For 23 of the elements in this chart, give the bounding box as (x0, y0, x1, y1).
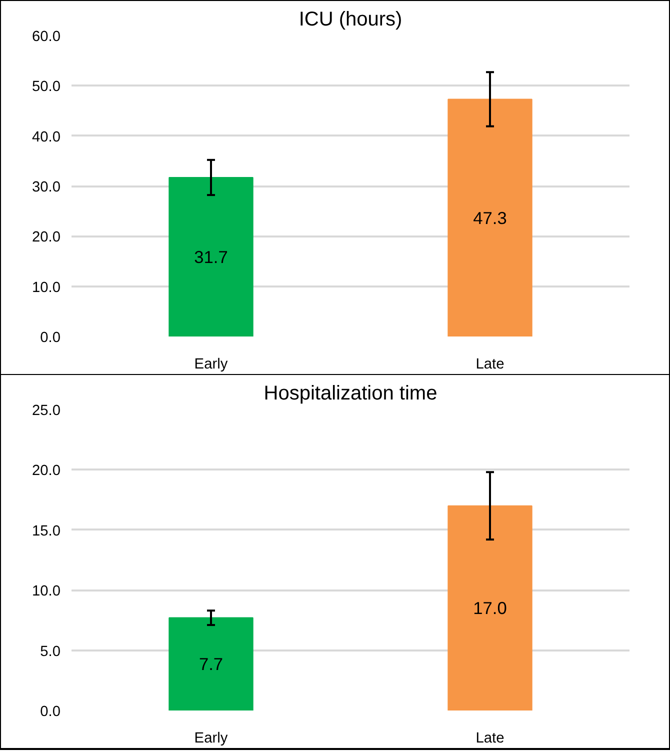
y-tick-label: 50.0 (32, 79, 61, 96)
y-tick-label: 0.0 (40, 330, 60, 346)
y-tick-label: 40.0 (32, 129, 61, 146)
y-tick-label: 5.0 (40, 644, 60, 660)
x-tick-label: Early (194, 730, 228, 746)
y-tick-label: 30.0 (32, 180, 61, 196)
y-tick-label: 20.0 (32, 463, 61, 480)
y-tick-label: 15.0 (32, 523, 61, 540)
y-tick-label: 10.0 (32, 584, 61, 600)
y-tick-label: 0.0 (40, 704, 60, 720)
y-tick-label: 20.0 (32, 230, 61, 246)
y-tick-label: 60.0 (32, 29, 61, 45)
chart-title: ICU (hours) (298, 8, 402, 30)
x-tick-label: Late (476, 730, 504, 746)
data-label: 7.7 (198, 654, 224, 674)
x-tick-label: Early (194, 356, 228, 372)
data-label: 47.3 (473, 208, 507, 228)
y-tick-label: 10.0 (32, 280, 61, 296)
data-label: 31.7 (194, 246, 228, 267)
chart-title: Hospitalization time (264, 382, 438, 404)
x-tick-label: Late (476, 356, 504, 372)
data-label: 17.0 (473, 598, 507, 618)
y-tick-label: 25.0 (32, 403, 61, 419)
